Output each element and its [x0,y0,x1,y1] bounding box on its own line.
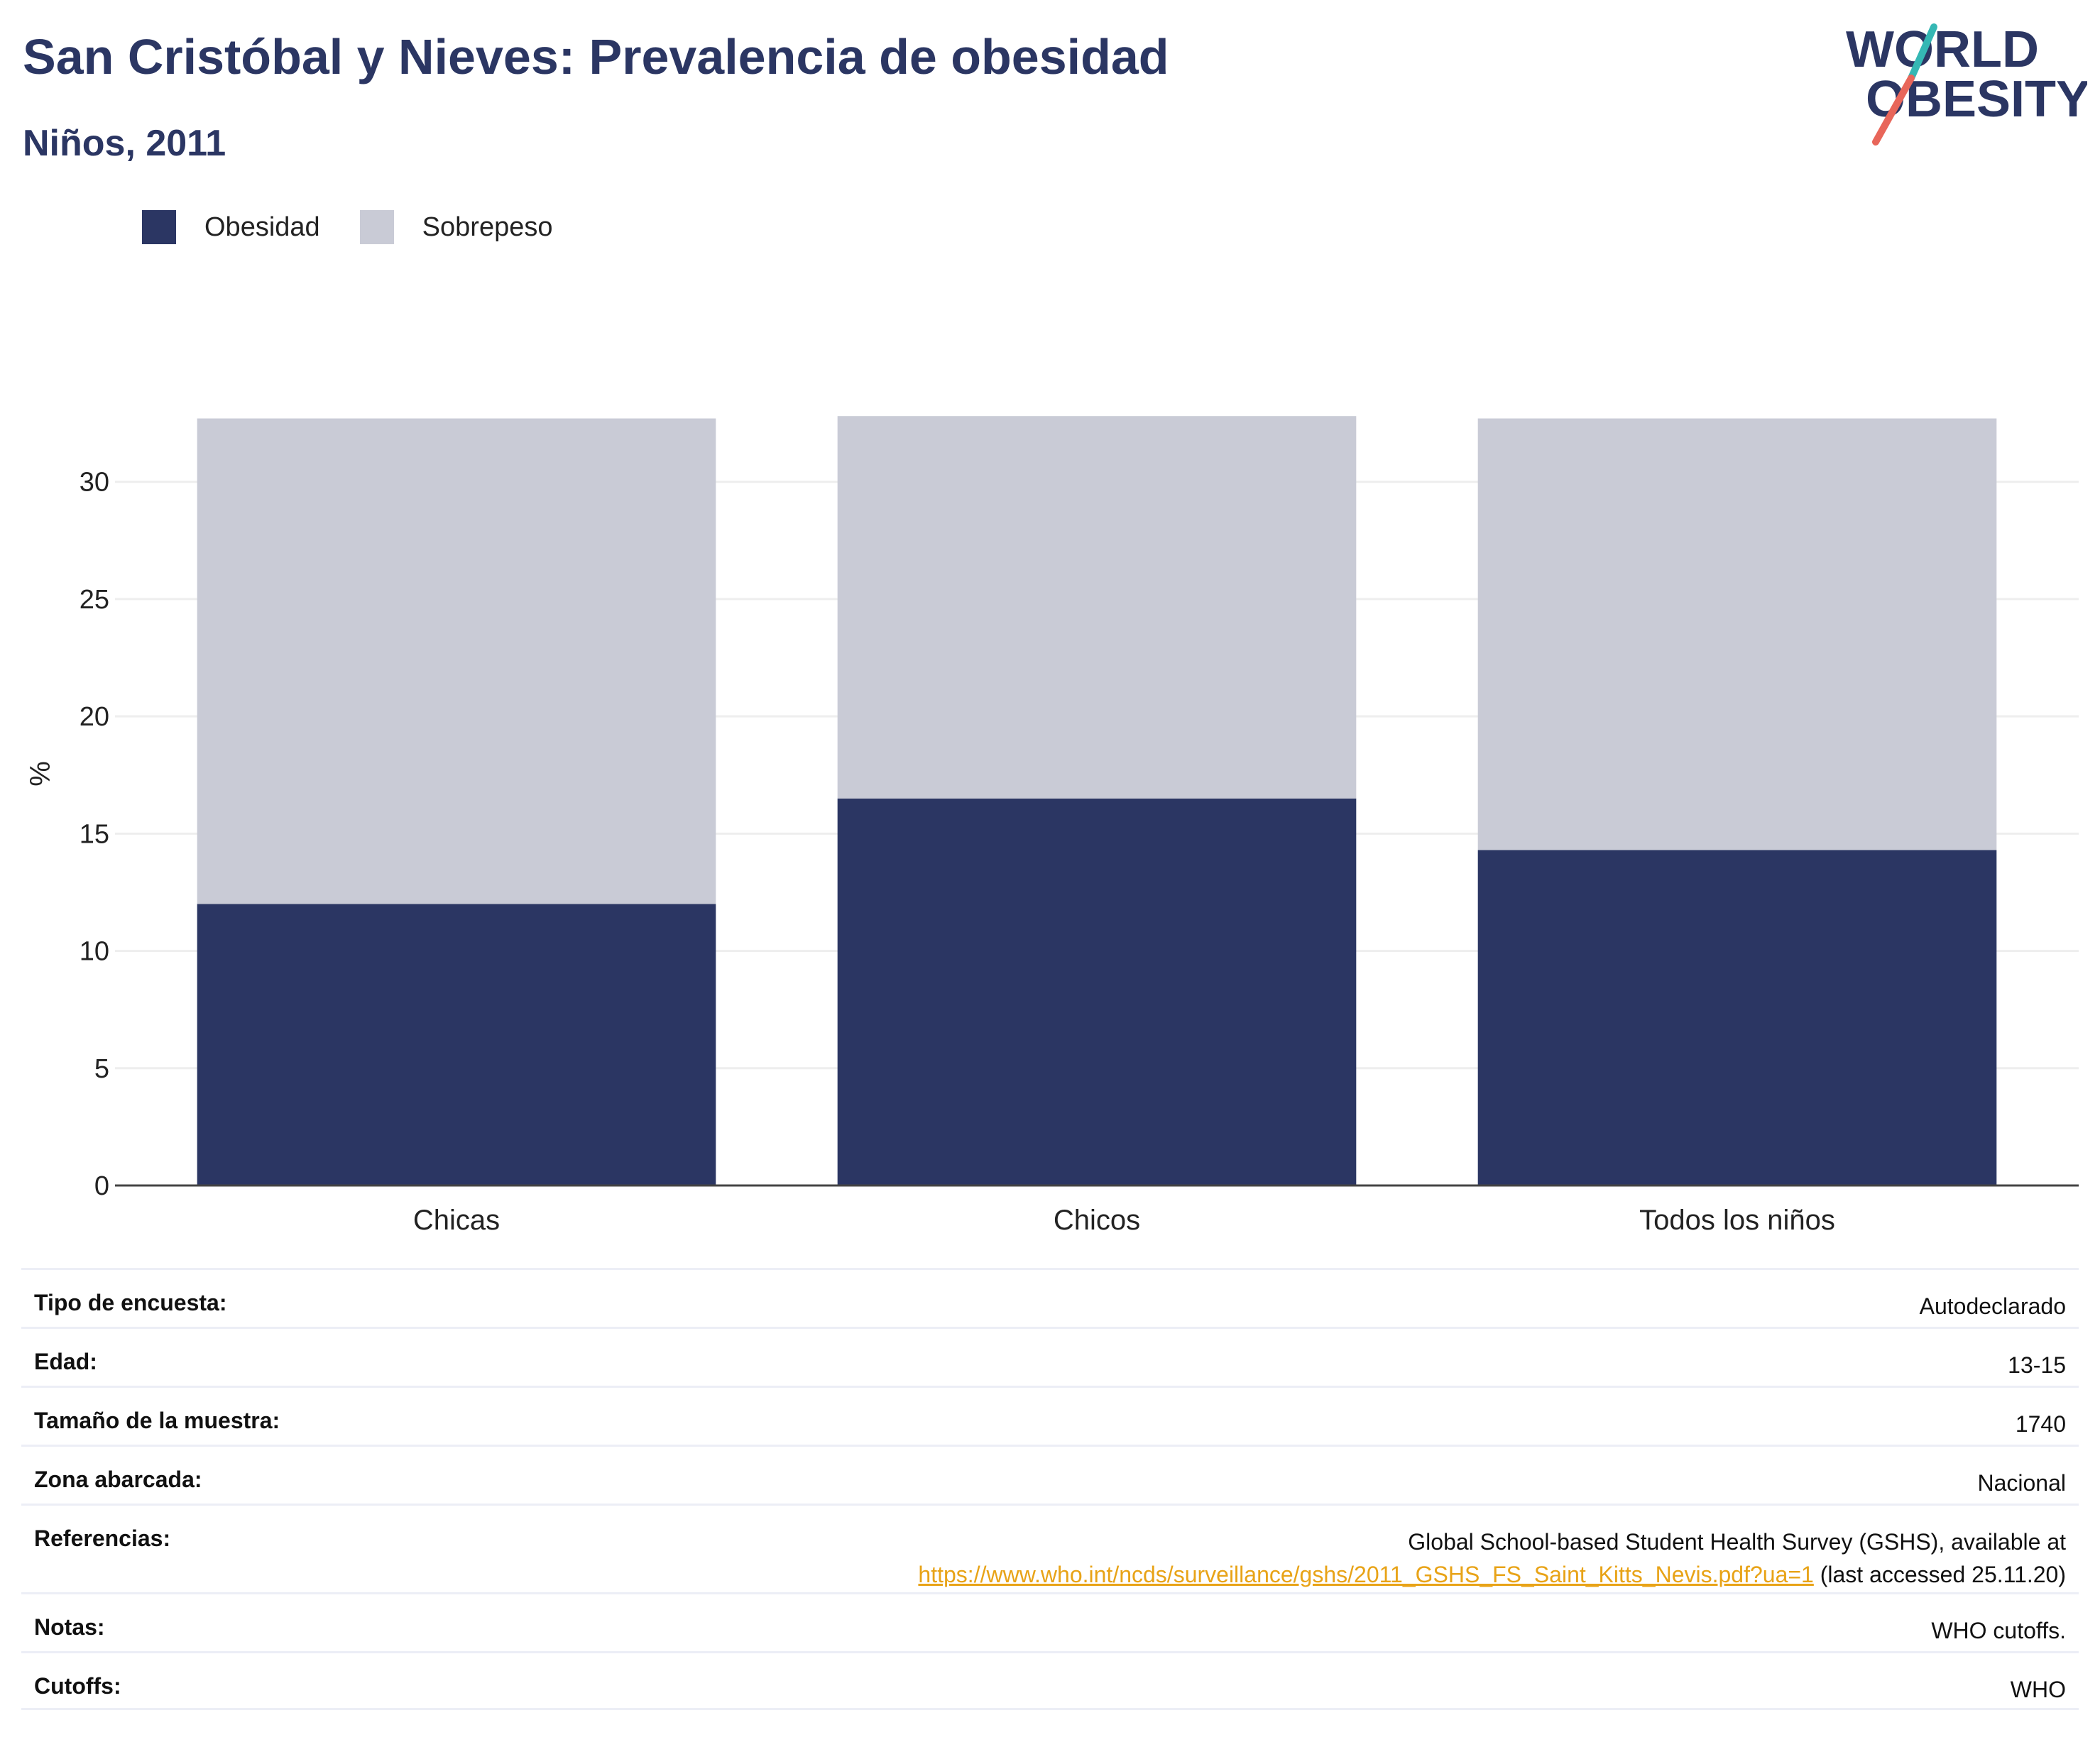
meta-label: Referencias: [34,1526,171,1551]
meta-label: Cutoffs: [34,1673,121,1699]
legend-label-sobrepeso: Sobrepeso [422,212,553,242]
reference-suffix: (last accessed 25.11.20) [1813,1562,2066,1587]
meta-row-cutoffs: Cutoffs: WHO [21,1651,2079,1710]
meta-row-area: Zona abarcada: Nacional [21,1445,2079,1504]
y-tick-label: 5 [94,1054,109,1084]
bar-sobrepeso-3 [1477,418,1997,850]
x-tick-labels: Chicas Chicos Todos los niños [413,1205,1835,1236]
y-tick-label: 15 [80,819,109,849]
meta-value: WHO [2010,1677,2066,1702]
legend-item-sobrepeso[interactable]: Sobrepeso [359,210,553,244]
y-tick-label: 0 [94,1171,109,1201]
metadata-table: Tipo de encuesta: Autodeclarado Edad: 13… [21,1268,2079,1710]
logo-line-1: WORLD [1846,21,2039,78]
meta-value: Nacional [1977,1470,2066,1496]
meta-row-survey-type: Tipo de encuesta: Autodeclarado [21,1268,2079,1327]
bar-chart: 0 5 10 15 20 25 30 Chicas Chicos Todos los niños… [25,416,2079,1236]
y-tick-label: 25 [80,585,109,615]
legend-item-obesidad[interactable]: Obesidad [142,210,320,244]
meta-value: 13-15 [2008,1352,2066,1378]
legend-swatch-sobrepeso [359,210,394,244]
bars [197,416,1997,1185]
meta-row-notes: Notas: WHO cutoffs. [21,1592,2079,1651]
reference-link[interactable]: https://www.who.int/ncds/surveillance/gs… [918,1562,1814,1587]
y-axis-label: % [25,761,56,787]
meta-value: Autodeclarado [1919,1293,2066,1319]
y-tick-labels: 0 5 10 15 20 25 30 [80,468,109,1201]
bar-sobrepeso-2 [837,416,1357,799]
meta-label: Edad: [34,1349,97,1374]
meta-label: Tamaño de la muestra: [34,1408,280,1433]
legend: Obesidad Sobrepeso [142,210,592,244]
meta-value: Global School-based Student Health Surve… [918,1526,2066,1591]
legend-label-obesidad: Obesidad [204,212,320,242]
meta-value: 1740 [2015,1411,2066,1437]
reference-text: Global School-based Student Health Surve… [1408,1529,2066,1555]
bar-obesidad-2 [837,798,1357,1185]
y-tick-label: 10 [80,937,109,967]
meta-value: WHO cutoffs. [1931,1618,2066,1643]
legend-swatch-obesidad [142,210,176,244]
y-tick-label: 30 [80,468,109,498]
x-tick-label: Chicos [1054,1205,1140,1236]
y-tick-label: 20 [80,702,109,732]
world-obesity-logo: WORLD OBESITY [1846,21,2087,146]
x-tick-label: Chicas [413,1205,500,1236]
meta-row-age: Edad: 13-15 [21,1327,2079,1386]
meta-label: Tipo de encuesta: [34,1290,227,1315]
bar-obesidad-1 [197,904,716,1185]
bar-obesidad-3 [1477,850,1997,1185]
bar-sobrepeso-1 [197,418,716,904]
chart-subtitle: Niños, 2011 [23,123,226,164]
meta-row-sample-size: Tamaño de la muestra: 1740 [21,1386,2079,1445]
meta-label: Notas: [34,1614,105,1640]
chart-title: San Cristóbal y Nieves: Prevalencia de o… [23,29,1169,84]
meta-label: Zona abarcada: [34,1467,202,1492]
x-tick-label: Todos los niños [1639,1205,1835,1236]
meta-row-references: Referencias: Global School-based Student… [21,1504,2079,1592]
